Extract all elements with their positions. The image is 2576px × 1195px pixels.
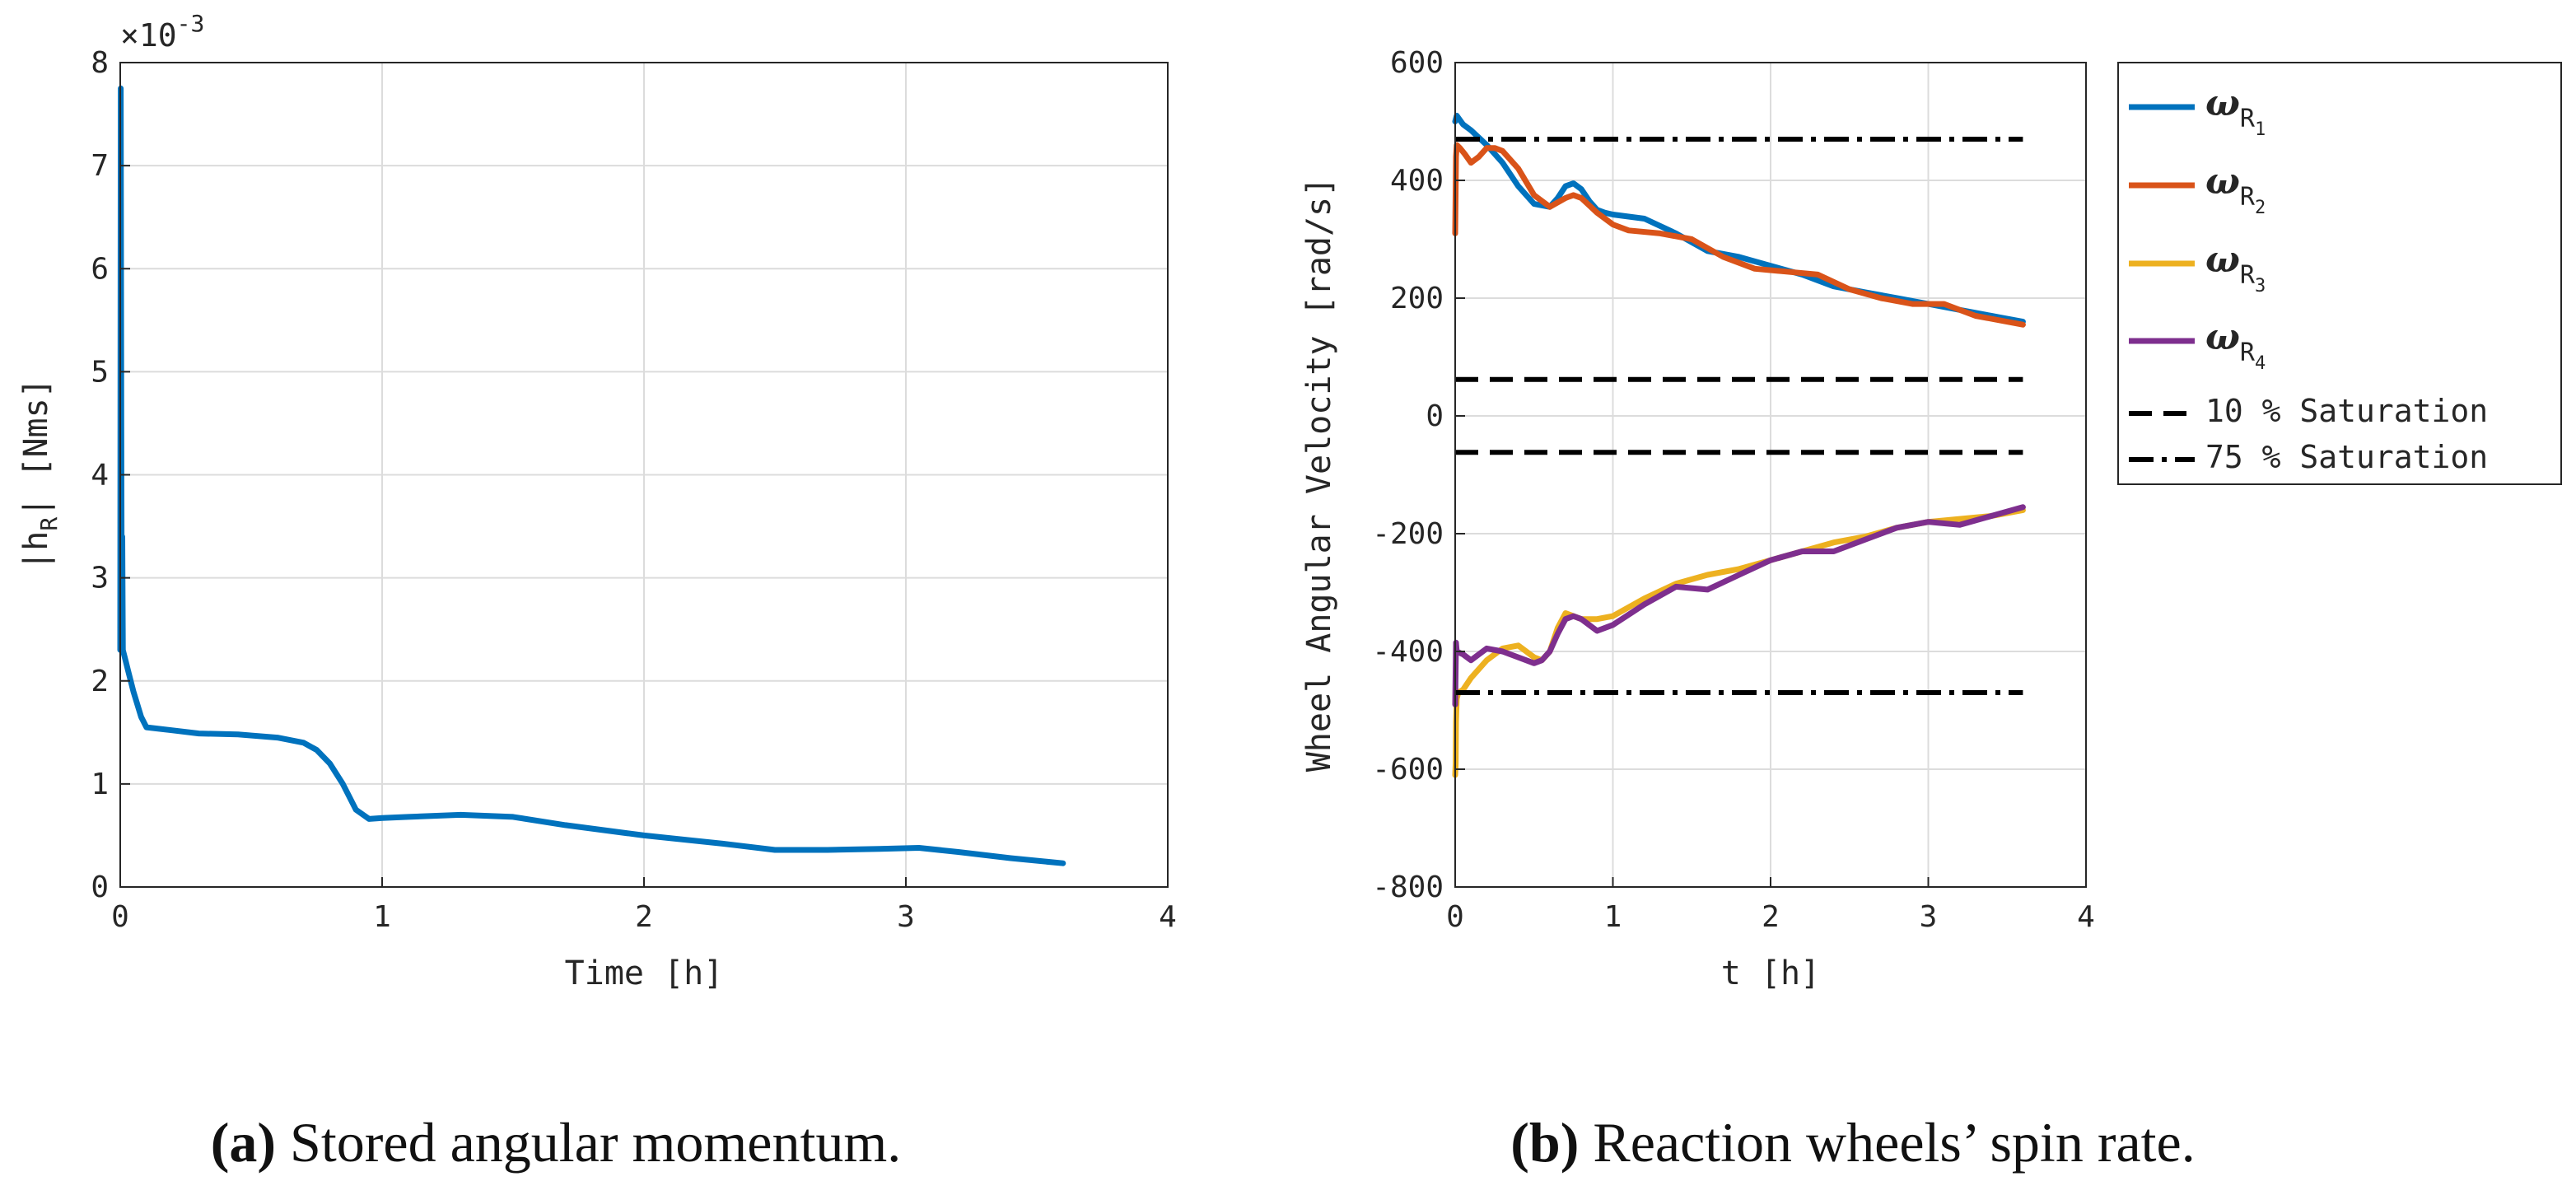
y-tick-label: 0 bbox=[1426, 399, 1444, 433]
y-tick-label: -200 bbox=[1372, 517, 1444, 551]
x-tick-label: 4 bbox=[2077, 900, 2095, 934]
y-tick-label: 6 bbox=[91, 252, 109, 286]
series-line bbox=[1452, 142, 2026, 328]
x-tick-label: 2 bbox=[1762, 900, 1780, 934]
chart-b-legend: ωR1 ωR2 ωR3 ωR4 10 % Saturation 75 % Saturati… bbox=[2117, 62, 2562, 485]
chart-a-xlabel: Time [h] bbox=[565, 955, 724, 992]
y-tick-label: -800 bbox=[1372, 871, 1444, 904]
y-tick-label: 200 bbox=[1390, 282, 1444, 315]
chart-a-multiplier: ×10-3 bbox=[120, 10, 204, 54]
chart-b-ylabel: Wheel Angular Velocity [rad/s] bbox=[1300, 177, 1338, 772]
chart-a-ylabel: |hR| [Nms] bbox=[17, 378, 63, 571]
x-tick-label: 0 bbox=[1446, 900, 1464, 934]
chart-a: 0 1 2 3 4 0 1 2 3 4 5 6 7 8 ×10-3 Time [h] |hR| [Nms] bbox=[17, 10, 1177, 992]
legend-label: ωR1 bbox=[2205, 82, 2266, 140]
chart-a-lines bbox=[117, 85, 1066, 866]
y-tick-label: 600 bbox=[1390, 46, 1444, 80]
x-tick-label: 3 bbox=[897, 900, 915, 934]
series-line bbox=[1452, 504, 2026, 707]
chart-b-xlabel: t [h] bbox=[1721, 955, 1820, 992]
series-line bbox=[117, 85, 1066, 866]
y-tick-label: 8 bbox=[91, 46, 109, 80]
y-tick-label: 3 bbox=[91, 562, 109, 595]
caption-b: (b) Reaction wheels’ spin rate. bbox=[1510, 1111, 2195, 1174]
y-tick-label: -600 bbox=[1372, 753, 1444, 787]
x-tick-label: 2 bbox=[635, 900, 653, 934]
chart-b-ticks: 0 1 2 3 4 -800 -600 -400 -200 0 200 400 600 bbox=[1372, 46, 2095, 934]
x-tick-label: 1 bbox=[1604, 900, 1622, 934]
legend-label: ωR4 bbox=[2205, 316, 2266, 374]
x-tick-label: 3 bbox=[1920, 900, 1938, 934]
y-tick-label: 0 bbox=[91, 871, 109, 904]
legend-label: 75 % Saturation bbox=[2205, 439, 2488, 475]
y-tick-label: -400 bbox=[1372, 635, 1444, 669]
y-tick-label: 400 bbox=[1390, 164, 1444, 198]
chart-b: 0 1 2 3 4 -800 -600 -400 -200 0 200 400 600 t [h] Wh… bbox=[1300, 46, 2562, 992]
chart-a-ticks: 0 1 2 3 4 0 1 2 3 4 5 6 7 8 bbox=[91, 46, 1177, 934]
legend-label: 10 % Saturation bbox=[2205, 393, 2488, 429]
legend-label: ωR3 bbox=[2205, 239, 2266, 296]
x-tick-label: 1 bbox=[373, 900, 391, 934]
y-tick-label: 2 bbox=[91, 665, 109, 698]
legend-label: ωR2 bbox=[2205, 161, 2266, 218]
x-tick-label: 0 bbox=[111, 900, 129, 934]
chart-b-lines bbox=[1452, 112, 2026, 778]
y-tick-label: 4 bbox=[91, 459, 109, 492]
y-tick-label: 1 bbox=[91, 768, 109, 801]
legend-box bbox=[2117, 62, 2562, 485]
y-tick-label: 7 bbox=[91, 149, 109, 183]
y-tick-label: 5 bbox=[91, 355, 109, 389]
x-tick-label: 4 bbox=[1159, 900, 1177, 934]
caption-a: (a) Stored angular momentum. bbox=[211, 1111, 902, 1174]
